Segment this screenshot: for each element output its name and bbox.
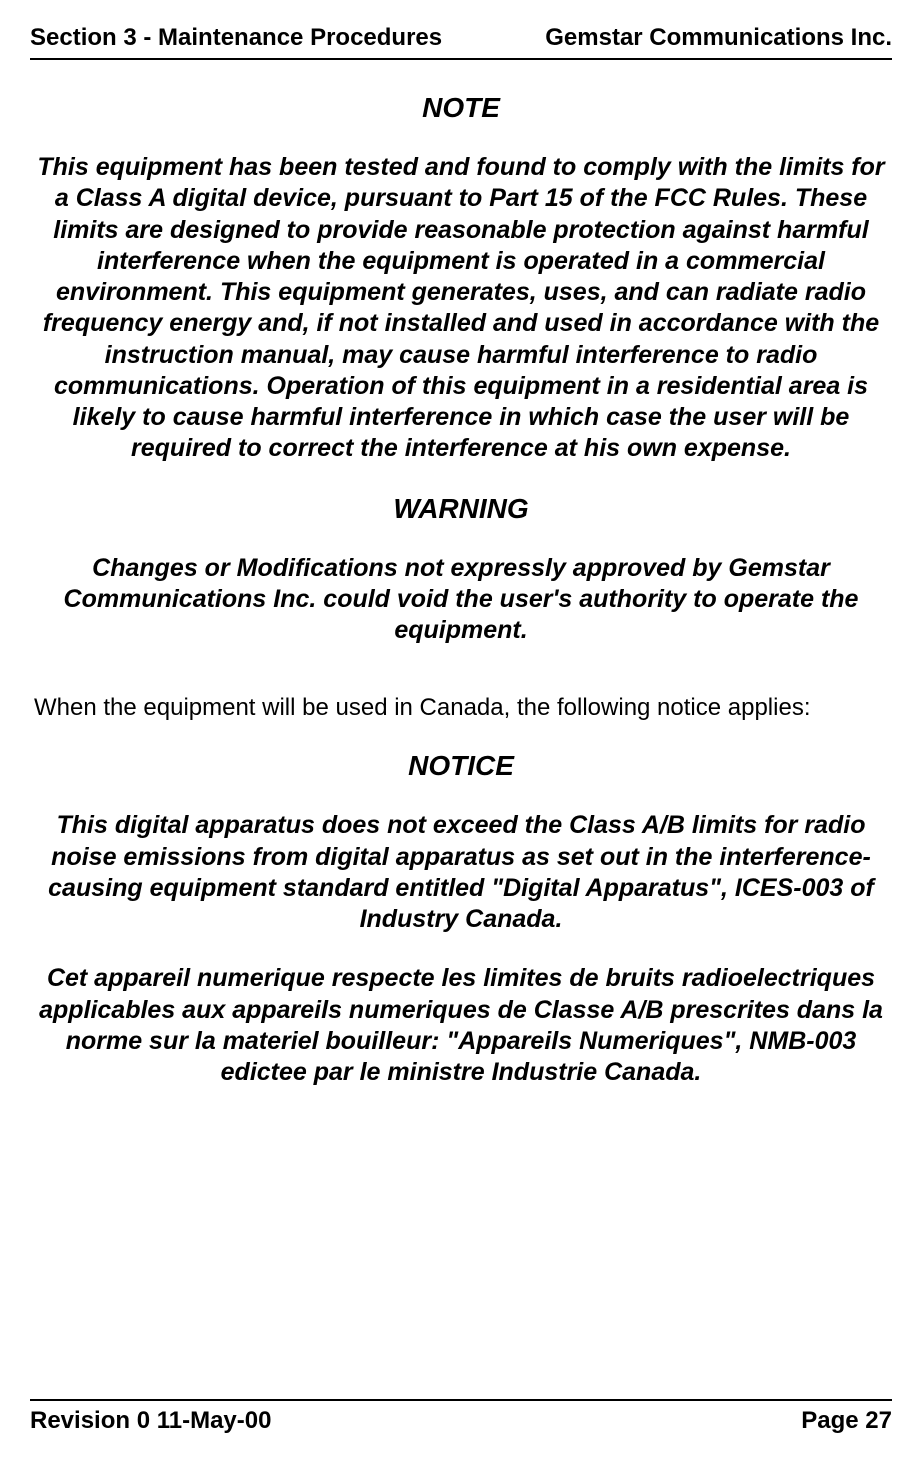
footer-right: Page 27	[801, 1407, 892, 1435]
footer-left: Revision 0 11-May-00	[30, 1407, 271, 1435]
note-heading: NOTE	[30, 92, 892, 124]
page-header: Section 3 - Maintenance Procedures Gemst…	[30, 24, 892, 60]
header-left: Section 3 - Maintenance Procedures	[30, 24, 442, 52]
page-footer: Revision 0 11-May-00 Page 27	[30, 1399, 892, 1435]
header-right: Gemstar Communications Inc.	[545, 24, 892, 52]
notice-heading: NOTICE	[30, 750, 892, 782]
warning-body: Changes or Modifications not expressly a…	[30, 553, 892, 647]
notice-body-fr: Cet appareil numerique respecte les limi…	[30, 963, 892, 1088]
notice-body-en: This digital apparatus does not exceed t…	[30, 810, 892, 935]
canada-intro: When the equipment will be used in Canad…	[30, 694, 892, 722]
page-content: NOTE This equipment has been tested and …	[30, 92, 892, 1399]
note-body: This equipment has been tested and found…	[30, 152, 892, 465]
warning-heading: WARNING	[30, 493, 892, 525]
